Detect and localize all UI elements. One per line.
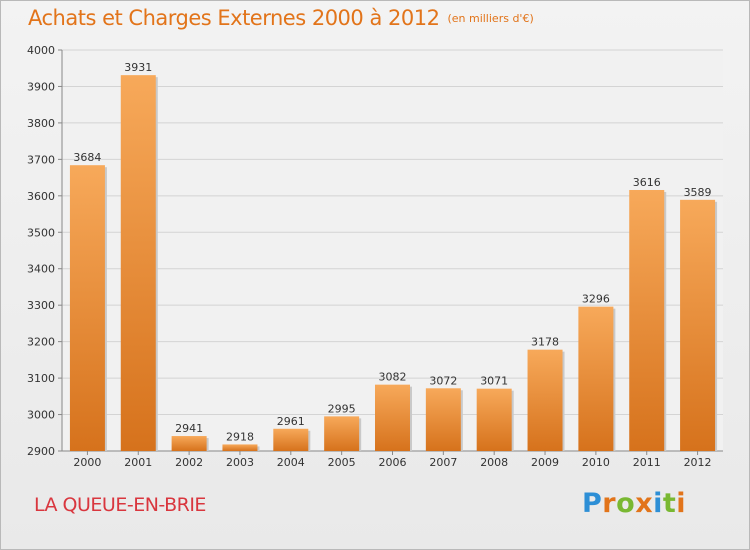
x-tick-label: 2008 [480, 456, 508, 469]
proxiti-logo: Proxiti [582, 488, 686, 519]
data-label-2004: 2961 [277, 415, 305, 428]
bar-2006 [375, 384, 410, 451]
x-tick-label: 2010 [582, 456, 610, 469]
y-tick-label: 3600 [27, 190, 55, 203]
label-layer: 3684 3931 2941 2918 2961 2995 3082 3072 3071 3178… [73, 61, 711, 443]
x-tick-label: 2005 [328, 456, 356, 469]
data-label-2011: 3616 [633, 176, 661, 189]
bar-2000 [69, 165, 105, 452]
logo-letter: t [662, 488, 677, 519]
y-tick-label: 3900 [27, 80, 55, 93]
x-tick-label: 2001 [124, 456, 152, 469]
x-tick-label: 2000 [73, 456, 101, 469]
bar-2009 [527, 349, 563, 451]
bar-2004 [273, 428, 309, 451]
data-label-2010: 3296 [582, 293, 610, 306]
data-label-2012: 3589 [684, 186, 712, 199]
bar-layer [69, 75, 718, 452]
y-tick-label: 3800 [27, 117, 55, 130]
logo-letter: x [635, 488, 654, 519]
logo-letter: i [653, 488, 663, 519]
y-tick-label: 3700 [27, 153, 55, 166]
axis-layer: 2900 3000 3100 3200 3300 3400 3500 3600 3700 3800… [27, 44, 723, 469]
bar-2008 [476, 388, 512, 451]
data-label-2005: 2995 [328, 402, 356, 415]
y-tick-label: 4000 [27, 44, 55, 57]
data-label-2007: 3072 [429, 374, 457, 387]
x-tick-label: 2012 [684, 456, 712, 469]
logo-letter: r [602, 488, 617, 519]
data-label-2008: 3071 [480, 375, 508, 388]
data-label-2003: 2918 [226, 430, 254, 443]
x-tick-label: 2006 [379, 456, 407, 469]
x-tick-label: 2007 [429, 456, 457, 469]
bar-2012 [680, 199, 716, 451]
chart-title-text: Achats et Charges Externes 2000 à 2012 [28, 6, 440, 30]
bar-2007 [425, 388, 461, 451]
y-tick-label: 3500 [27, 226, 55, 239]
place-name: LA QUEUE-EN-BRIE [34, 494, 206, 516]
data-label-2001: 3931 [124, 61, 152, 74]
data-label-2006: 3082 [379, 371, 407, 384]
logo-letter: i [676, 488, 687, 519]
logo-letter: P [582, 488, 603, 519]
x-tick-label: 2002 [175, 456, 203, 469]
bar-2002 [171, 436, 207, 451]
y-tick-label: 2900 [27, 445, 55, 458]
x-tick-label: 2011 [633, 456, 661, 469]
data-label-2009: 3178 [531, 336, 559, 349]
x-tick-label: 2009 [531, 456, 559, 469]
bar-2005 [324, 416, 360, 451]
bar-2011 [629, 189, 665, 451]
x-tick-label: 2003 [226, 456, 254, 469]
data-label-2002: 2941 [175, 422, 203, 435]
data-label-2000: 3684 [73, 151, 101, 164]
x-tick-label: 2004 [277, 456, 305, 469]
chart-unit: (en milliers d'€) [447, 12, 534, 25]
bar-2010 [578, 306, 614, 451]
logo-letter: o [616, 488, 636, 519]
y-tick-label: 3200 [27, 336, 55, 349]
y-tick-label: 3000 [27, 409, 55, 422]
y-tick-label: 3400 [27, 263, 55, 276]
chart-title: Achats et Charges Externes 2000 à 2012 (e… [28, 6, 534, 30]
y-tick-label: 3300 [27, 299, 55, 312]
y-tick-label: 3100 [27, 372, 55, 385]
bar-2001 [120, 75, 156, 452]
bar-2003 [222, 444, 258, 451]
